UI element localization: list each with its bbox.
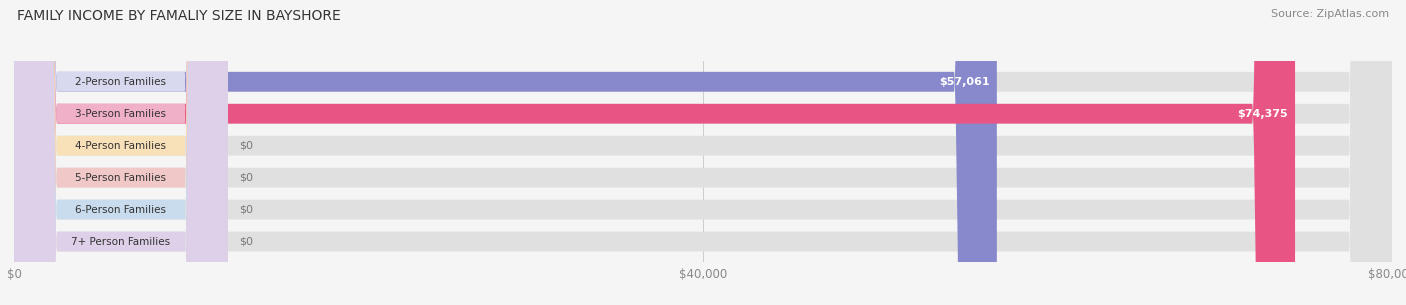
FancyBboxPatch shape [14, 0, 228, 305]
Text: 7+ Person Families: 7+ Person Families [72, 237, 170, 246]
FancyBboxPatch shape [14, 0, 1392, 305]
FancyBboxPatch shape [14, 0, 1392, 305]
Text: $0: $0 [239, 205, 253, 215]
Text: 2-Person Families: 2-Person Families [76, 77, 166, 87]
Text: $74,375: $74,375 [1237, 109, 1288, 119]
FancyBboxPatch shape [14, 0, 1392, 305]
Text: $0: $0 [239, 141, 253, 151]
Text: $0: $0 [239, 173, 253, 183]
FancyBboxPatch shape [14, 0, 1392, 305]
Text: 3-Person Families: 3-Person Families [76, 109, 166, 119]
FancyBboxPatch shape [14, 0, 1295, 305]
Text: 5-Person Families: 5-Person Families [76, 173, 166, 183]
FancyBboxPatch shape [14, 0, 1392, 305]
FancyBboxPatch shape [14, 0, 1392, 305]
FancyBboxPatch shape [14, 0, 228, 305]
Text: $0: $0 [239, 237, 253, 246]
Text: 6-Person Families: 6-Person Families [76, 205, 166, 215]
FancyBboxPatch shape [14, 0, 228, 305]
Text: FAMILY INCOME BY FAMALIY SIZE IN BAYSHORE: FAMILY INCOME BY FAMALIY SIZE IN BAYSHOR… [17, 9, 340, 23]
Text: Source: ZipAtlas.com: Source: ZipAtlas.com [1271, 9, 1389, 19]
FancyBboxPatch shape [14, 0, 228, 305]
Text: $57,061: $57,061 [939, 77, 990, 87]
FancyBboxPatch shape [14, 0, 228, 305]
Text: 4-Person Families: 4-Person Families [76, 141, 166, 151]
FancyBboxPatch shape [14, 0, 228, 305]
FancyBboxPatch shape [14, 0, 997, 305]
